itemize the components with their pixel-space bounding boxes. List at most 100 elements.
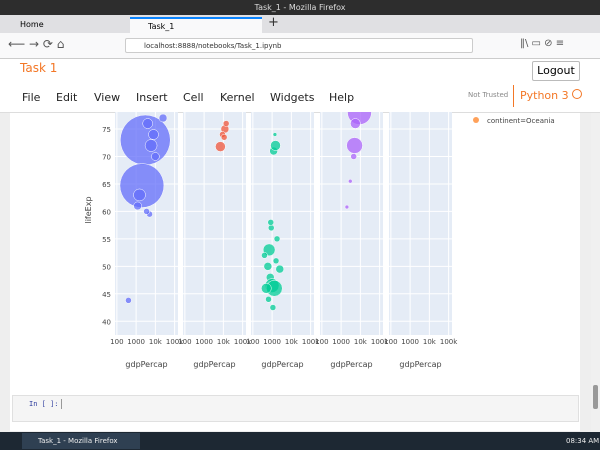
plot-background — [389, 112, 452, 335]
point — [151, 152, 160, 161]
point — [133, 201, 142, 211]
clock: 08:34 AM — [566, 437, 600, 445]
point — [348, 178, 353, 184]
notebook-name[interactable]: Task 1 — [20, 61, 58, 75]
point — [267, 224, 275, 232]
point — [267, 219, 275, 226]
x-tick-label: 100 — [315, 338, 328, 346]
x-tick-label: 10k — [423, 338, 437, 346]
toolbar-icons[interactable]: ‖\ ▭ ⊘ ≡ — [520, 38, 565, 49]
facet-points — [215, 120, 230, 152]
cell-prompt: In [ ]: — [29, 400, 59, 408]
y-tick-label: 65 — [102, 181, 111, 189]
point — [125, 297, 132, 304]
y-tick-label: 55 — [102, 236, 111, 244]
menu[interactable]: File — [22, 91, 41, 104]
facet-points — [261, 132, 285, 311]
point — [220, 134, 228, 141]
nav-bar: ⟵ → ⟳ ⌂ localhost:8888/notebooks/Task_1.… — [0, 33, 600, 59]
point — [273, 235, 281, 243]
x-axis-label: gdpPercap — [330, 360, 372, 369]
scroll-thumb[interactable] — [593, 385, 598, 409]
point — [119, 163, 165, 208]
plot-background — [251, 112, 314, 335]
tab-active[interactable]: Task_1 — [130, 17, 262, 33]
menu[interactable]: Insert — [136, 91, 168, 104]
new-tab[interactable]: + — [268, 15, 279, 30]
logout-button[interactable]: Logout — [532, 61, 580, 81]
legend-label: continent=Oceania — [487, 117, 555, 125]
point — [133, 188, 146, 202]
point — [143, 208, 150, 215]
point — [158, 113, 168, 123]
cursor — [61, 399, 62, 409]
menu[interactable]: Cell — [183, 91, 204, 104]
x-tick-label: 10k — [217, 338, 231, 346]
kernel-name: Python 3 — [513, 85, 583, 107]
y-axis-label: lifeExp — [84, 196, 93, 223]
taskbar: Task_1 - Mozilla Firefox 08:34 AM — [0, 432, 600, 450]
point — [272, 132, 278, 137]
y-tick-label: 60 — [102, 208, 111, 216]
menu[interactable]: Widgets — [270, 91, 315, 104]
menu[interactable]: Edit — [56, 91, 78, 104]
y-tick-label: 75 — [102, 126, 111, 134]
tab-bar: Home Task_1 + — [0, 15, 600, 33]
point — [346, 137, 363, 154]
point — [148, 129, 159, 140]
point — [261, 283, 272, 294]
x-tick-label: 100k — [166, 338, 184, 346]
notebook-header: Task 1 Logout File Edit View Insert Cell… — [0, 59, 600, 113]
x-tick-label: 1000 — [195, 338, 213, 346]
plot-background — [183, 112, 246, 335]
x-axis-label: gdpPercap — [125, 360, 167, 369]
point — [272, 257, 280, 265]
trust-status[interactable]: Not Trusted — [468, 91, 509, 99]
point — [270, 140, 281, 151]
x-axis-label: gdpPercap — [261, 360, 303, 369]
window-title: Task_1 - Mozilla Firefox — [0, 0, 600, 15]
kernel-label: Python 3 — [520, 89, 569, 102]
y-tick-label: 50 — [102, 263, 111, 271]
kernel-indicator — [572, 89, 583, 99]
menu[interactable]: Kernel — [220, 91, 255, 104]
legend-marker — [473, 117, 479, 123]
code-cell[interactable]: In [ ]: — [12, 395, 579, 422]
point — [350, 153, 357, 160]
point — [350, 118, 361, 129]
menu[interactable]: Help — [329, 91, 355, 104]
point — [142, 118, 153, 129]
task-item[interactable]: Task_1 - Mozilla Firefox — [22, 433, 140, 449]
menu[interactable]: View — [94, 91, 121, 104]
tab[interactable]: Home — [20, 20, 44, 29]
point — [215, 141, 226, 152]
x-tick-label: 1000 — [127, 338, 145, 346]
y-tick-label: 40 — [102, 318, 111, 326]
x-tick-label: 100k — [440, 338, 458, 346]
x-tick-label: 10k — [354, 338, 368, 346]
point — [144, 139, 158, 152]
x-tick-label: 100 — [384, 338, 397, 346]
x-tick-label: 100 — [110, 338, 123, 346]
point — [269, 304, 277, 311]
scrollbar[interactable] — [591, 113, 600, 432]
facet-points — [119, 113, 171, 304]
point — [344, 204, 350, 210]
x-tick-label: 10k — [149, 338, 163, 346]
x-tick-label: 1000 — [401, 338, 419, 346]
x-tick-label: 100k — [234, 338, 252, 346]
y-tick-label: 70 — [102, 153, 111, 161]
x-tick-label: 100k — [302, 338, 320, 346]
x-tick-label: 1000 — [263, 338, 281, 346]
nav-buttons[interactable]: ⟵ → ⟳ ⌂ — [8, 37, 65, 51]
x-tick-label: 100k — [371, 338, 389, 346]
point — [222, 120, 230, 127]
point — [275, 264, 285, 274]
point — [265, 296, 272, 303]
x-axis-label: gdpPercap — [399, 360, 441, 369]
url-bar[interactable]: localhost:8888/notebooks/Task_1.ipynb — [125, 38, 473, 53]
x-tick-label: 100 — [246, 338, 259, 346]
x-axis-label: gdpPercap — [193, 360, 235, 369]
